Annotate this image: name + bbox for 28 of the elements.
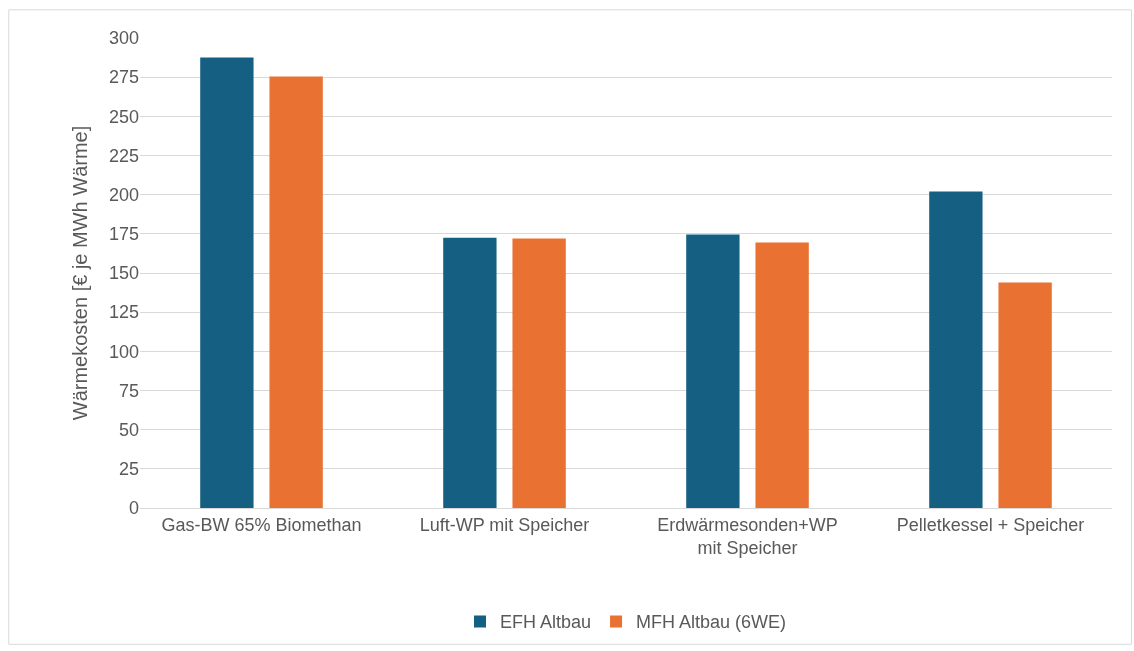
y-tick-label: 0 xyxy=(128,498,139,519)
y-tick-label: 150 xyxy=(108,263,139,284)
y-axis-title: Wärmekosten [€ je MWh Wärme] xyxy=(69,125,92,421)
y-tick-label: 275 xyxy=(108,67,139,88)
bar xyxy=(512,238,566,508)
y-tick-label: 225 xyxy=(108,145,139,166)
bar xyxy=(998,282,1052,508)
legend-label: EFH Altbau xyxy=(500,612,592,633)
bar xyxy=(443,237,497,508)
x-tick-label: Pelletkessel + Speicher xyxy=(896,514,1085,535)
y-tick-label: 125 xyxy=(108,302,139,323)
bar xyxy=(929,191,983,508)
y-tick-label: 75 xyxy=(118,380,139,401)
legend-label: MFH Altbau (6WE) xyxy=(636,612,787,633)
y-tick-label: 200 xyxy=(108,184,139,205)
y-tick-label: 50 xyxy=(118,419,139,440)
y-tick-label: 250 xyxy=(108,106,139,127)
x-tick-label: Erdwärmesonden+WP mit Speicher xyxy=(657,514,838,558)
x-tick-label: Luft-WP mit Speicher xyxy=(419,514,590,535)
y-tick-label: 175 xyxy=(108,224,139,245)
y-tick-label: 300 xyxy=(108,28,139,49)
y-tick-label: 25 xyxy=(118,459,139,480)
bar xyxy=(200,57,254,508)
y-tick-label: 100 xyxy=(108,341,139,362)
bar xyxy=(755,242,809,508)
x-tick-label: Gas-BW 65% Biomethan xyxy=(161,514,362,535)
bar xyxy=(686,234,740,508)
bar xyxy=(269,76,323,508)
